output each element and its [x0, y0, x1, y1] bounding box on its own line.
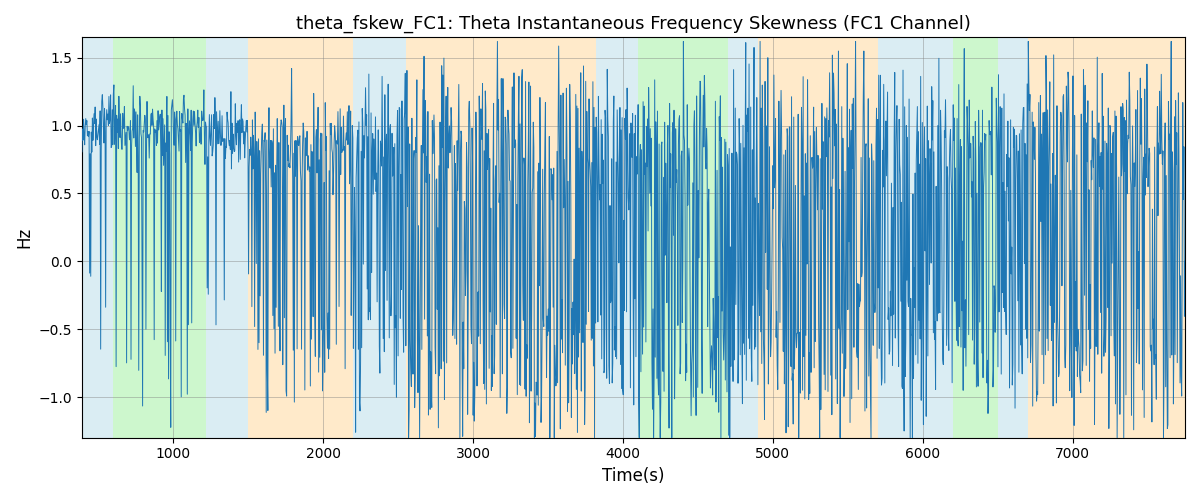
- Bar: [728, 38, 758, 438]
- Y-axis label: Hz: Hz: [14, 227, 32, 248]
- Bar: [953, 38, 997, 438]
- Bar: [248, 38, 353, 438]
- Bar: [353, 38, 406, 438]
- Bar: [997, 38, 1027, 438]
- X-axis label: Time(s): Time(s): [602, 467, 665, 485]
- Bar: [1027, 38, 1186, 438]
- Bar: [758, 38, 877, 438]
- Bar: [82, 38, 113, 438]
- Title: theta_fskew_FC1: Theta Instantaneous Frequency Skewness (FC1 Channel): theta_fskew_FC1: Theta Instantaneous Fre…: [296, 15, 971, 34]
- Bar: [206, 38, 248, 438]
- Bar: [877, 38, 953, 438]
- Bar: [406, 38, 596, 438]
- Bar: [596, 38, 638, 438]
- Bar: [638, 38, 728, 438]
- Bar: [113, 38, 206, 438]
